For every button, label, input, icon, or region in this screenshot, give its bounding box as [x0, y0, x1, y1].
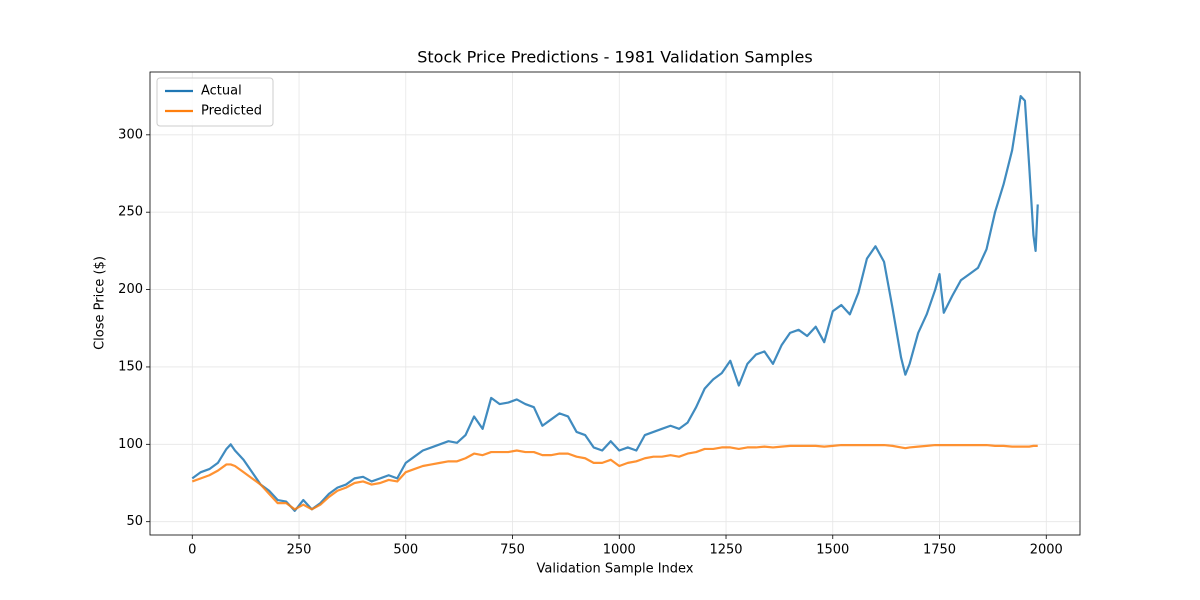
x-tick-label: 1500: [816, 543, 849, 558]
legend-label: Predicted: [201, 104, 262, 119]
legend-label: Actual: [201, 84, 242, 99]
x-tick-label: 1000: [603, 543, 636, 558]
y-tick-label: 300: [118, 127, 143, 142]
x-tick-label: 500: [393, 543, 418, 558]
y-tick-label: 50: [126, 514, 143, 529]
x-tick-label: 250: [287, 543, 312, 558]
y-tick-label: 100: [118, 437, 143, 452]
data-line: [191, 443, 1038, 511]
y-tick-label: 200: [118, 282, 143, 297]
chart-title: Stock Price Predictions - 1981 Validatio…: [417, 48, 812, 67]
legend: Actual Predicted: [156, 77, 274, 127]
x-axis-label: Validation Sample Index: [537, 562, 694, 577]
plot-frame: [149, 71, 1081, 536]
x-tick-label: 750: [500, 543, 525, 558]
data-line: [191, 95, 1039, 512]
x-tick-label: 0: [188, 543, 196, 558]
x-tick-label: 2000: [1030, 543, 1063, 558]
x-tick-label: 1250: [709, 543, 742, 558]
y-tick-label: 250: [118, 205, 143, 220]
y-tick-label: 150: [118, 359, 143, 374]
x-tick-label: 1750: [923, 543, 956, 558]
y-axis-label: Close Price ($): [93, 256, 108, 350]
